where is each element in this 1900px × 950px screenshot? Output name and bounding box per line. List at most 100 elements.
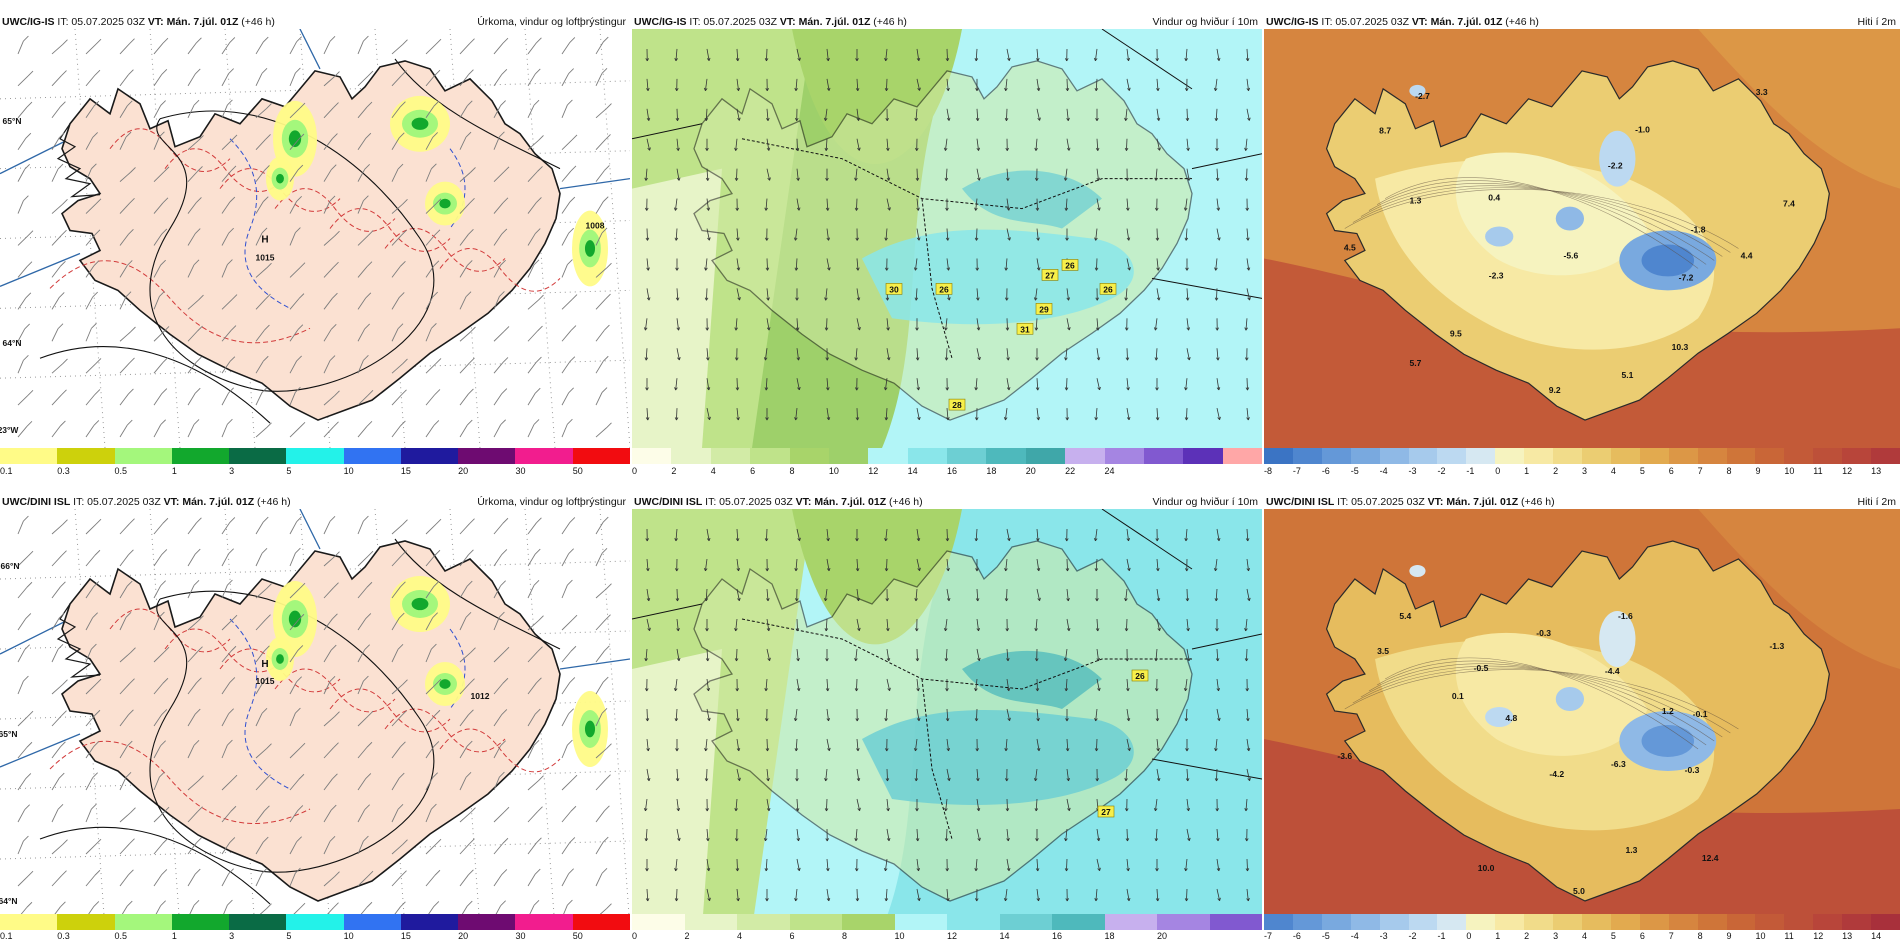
colorbar-tick-label: 30 bbox=[515, 931, 526, 941]
temperature-value-label: -5.6 bbox=[1564, 250, 1579, 260]
colorbar-swatch bbox=[1264, 448, 1293, 464]
colorbar-tick-label: 10 bbox=[343, 466, 354, 476]
gust-value-label: 31 bbox=[1020, 324, 1030, 334]
map-label: 66°N bbox=[1, 561, 20, 571]
colorbar-tick-label: 22 bbox=[1065, 466, 1076, 476]
colorbar-swatch bbox=[1784, 448, 1814, 464]
colorbar-tick-label: 18 bbox=[1104, 931, 1115, 941]
colorbar-swatch bbox=[1524, 914, 1554, 930]
colorbar-swatch bbox=[842, 914, 895, 930]
colorbar-swatch bbox=[1610, 914, 1640, 930]
panel-title: Hiti í 2m bbox=[1857, 16, 1896, 28]
colorbar-swatch bbox=[1466, 448, 1496, 464]
temperature-value-label: -6.3 bbox=[1611, 759, 1626, 769]
colorbar-swatch bbox=[868, 448, 908, 464]
map-svg: 5.4 -0.3 -1.6 3.5 -1.3 -0.5 -4.4 1.2 0.1 4.8 -0.1 -… bbox=[1264, 509, 1900, 929]
colorbar-swatch bbox=[1697, 914, 1727, 930]
colorbar-tick-label: 20 bbox=[1025, 466, 1036, 476]
init-time: IT: 05.07.2025 03Z bbox=[689, 16, 777, 28]
panel-dini-wind: UWC/DINI ISL IT: 05.07.2025 03Z VT: Mán.… bbox=[632, 495, 1262, 950]
colorbar-tick-label: -3 bbox=[1408, 466, 1417, 476]
colorbar-swatch bbox=[1183, 448, 1223, 464]
temp-colorbar bbox=[1264, 448, 1900, 464]
colorbar-swatch bbox=[1025, 448, 1066, 464]
colorbar-tick-label: 1 bbox=[1524, 466, 1530, 476]
colorbar-swatch bbox=[1871, 914, 1900, 930]
colorbar-swatch bbox=[1842, 448, 1872, 464]
colorbar-tick-label: 15 bbox=[400, 466, 411, 476]
colorbar-tick-label: 2 bbox=[1553, 466, 1559, 476]
colorbar-swatch bbox=[1379, 448, 1409, 464]
colorbar-swatch bbox=[0, 914, 58, 930]
map-label: 64°N bbox=[3, 338, 22, 348]
colorbar-swatch bbox=[1321, 448, 1351, 464]
colorbar-swatch bbox=[1350, 448, 1380, 464]
colorbar-ticks: 0 2 4 6 8 10 12 14 16 18 20 22 24 bbox=[632, 466, 1262, 478]
map-label: 1012 bbox=[471, 691, 490, 701]
colorbar-swatch bbox=[1408, 914, 1438, 930]
colorbar-ticks: 0.1 0.3 0.5 1 3 5 10 15 20 30 50 bbox=[0, 931, 630, 943]
colorbar-ticks: 0 2 4 6 8 10 12 14 16 18 20 bbox=[632, 931, 1262, 943]
panel-header: UWC/IG-IS IT: 05.07.2025 03Z VT: Mán. 7.… bbox=[0, 15, 630, 29]
map-svg: 26 27 bbox=[632, 509, 1262, 929]
temperature-value-label: -7.2 bbox=[1679, 272, 1694, 282]
map-label: 65°N bbox=[3, 116, 22, 126]
colorbar-tick-label: 5 bbox=[286, 466, 292, 476]
panel-dini-temp: UWC/DINI ISL IT: 05.07.2025 03Z VT: Mán.… bbox=[1264, 495, 1900, 950]
colorbar-tick-label: 12 bbox=[1842, 466, 1853, 476]
panel-title: Vindur og hviður í 10m bbox=[1152, 16, 1258, 28]
temperature-value-label: -4.2 bbox=[1549, 769, 1564, 779]
colorbar-tick-label: 0 bbox=[1466, 931, 1472, 941]
colorbar-tick-label: 11 bbox=[1813, 466, 1823, 476]
colorbar-swatch bbox=[710, 448, 751, 464]
temperature-value-label: -4.4 bbox=[1605, 666, 1620, 676]
colorbar-swatch bbox=[1350, 914, 1380, 930]
lead-time: (+46 h) bbox=[873, 16, 907, 28]
gust-value-label: 27 bbox=[1101, 807, 1111, 817]
colorbar-swatch bbox=[947, 914, 1000, 930]
temperature-value-label: -2.3 bbox=[1489, 270, 1504, 280]
init-time: IT: 05.07.2025 03Z bbox=[1337, 496, 1425, 508]
map-label: 1015 bbox=[256, 676, 275, 686]
panel-igis-wind: UWC/IG-IS IT: 05.07.2025 03Z VT: Mán. 7.… bbox=[632, 15, 1262, 476]
colorbar-tick-label: 10 bbox=[1755, 931, 1766, 941]
colorbar-swatch bbox=[1755, 448, 1785, 464]
colorbar-tick-label: 1 bbox=[1495, 931, 1501, 941]
colorbar-swatch bbox=[171, 448, 230, 464]
colorbar-tick-label: -1 bbox=[1437, 931, 1446, 941]
colorbar-tick-label: -6 bbox=[1321, 466, 1330, 476]
map-area: -2.7 3.3 8.7 -1.0 -2.2 1.3 0.4 7.4 -1.8 4.5 -5.6 -2… bbox=[1264, 29, 1900, 448]
colorbar-tick-label: 16 bbox=[1052, 931, 1063, 941]
colorbar-tick-label: 11 bbox=[1784, 931, 1794, 941]
init-time: IT: 05.07.2025 03Z bbox=[705, 496, 793, 508]
colorbar-swatch bbox=[572, 914, 630, 930]
gust-value-label: 27 bbox=[1045, 270, 1055, 280]
colorbar-swatch bbox=[1292, 448, 1322, 464]
colorbar-swatch bbox=[1581, 448, 1611, 464]
temperature-value-label: 9.2 bbox=[1549, 385, 1561, 395]
colorbar-swatch bbox=[737, 914, 790, 930]
colorbar-tick-label: 5 bbox=[1639, 466, 1645, 476]
colorbar-swatch bbox=[1321, 914, 1351, 930]
colorbar-swatch bbox=[1726, 448, 1756, 464]
colorbar-swatch bbox=[1437, 914, 1467, 930]
init-time: IT: 05.07.2025 03Z bbox=[57, 16, 145, 28]
temperature-value-label: 9.5 bbox=[1450, 328, 1462, 338]
map-svg: 30 26 26 27 29 31 26 28 bbox=[632, 29, 1262, 448]
temperature-value-label: 1.2 bbox=[1662, 706, 1674, 716]
colorbar-tick-label: 2 bbox=[684, 931, 690, 941]
colorbar-swatch bbox=[1209, 914, 1262, 930]
colorbar-tick-label: 20 bbox=[458, 466, 469, 476]
colorbar-swatch bbox=[1610, 448, 1640, 464]
colorbar-swatch bbox=[1755, 914, 1785, 930]
colorbar-swatch bbox=[1408, 448, 1438, 464]
map-label: 23°W bbox=[0, 425, 18, 435]
colorbar-tick-label: 7 bbox=[1668, 931, 1674, 941]
colorbar-swatch bbox=[229, 914, 287, 930]
gust-value-label: 29 bbox=[1039, 304, 1049, 314]
colorbar-swatch bbox=[1813, 914, 1843, 930]
colorbar-tick-label: 10 bbox=[1784, 466, 1795, 476]
colorbar-tick-label: -1 bbox=[1466, 466, 1475, 476]
colorbar-swatch bbox=[1222, 448, 1262, 464]
colorbar-tick-label: 6 bbox=[750, 466, 756, 476]
